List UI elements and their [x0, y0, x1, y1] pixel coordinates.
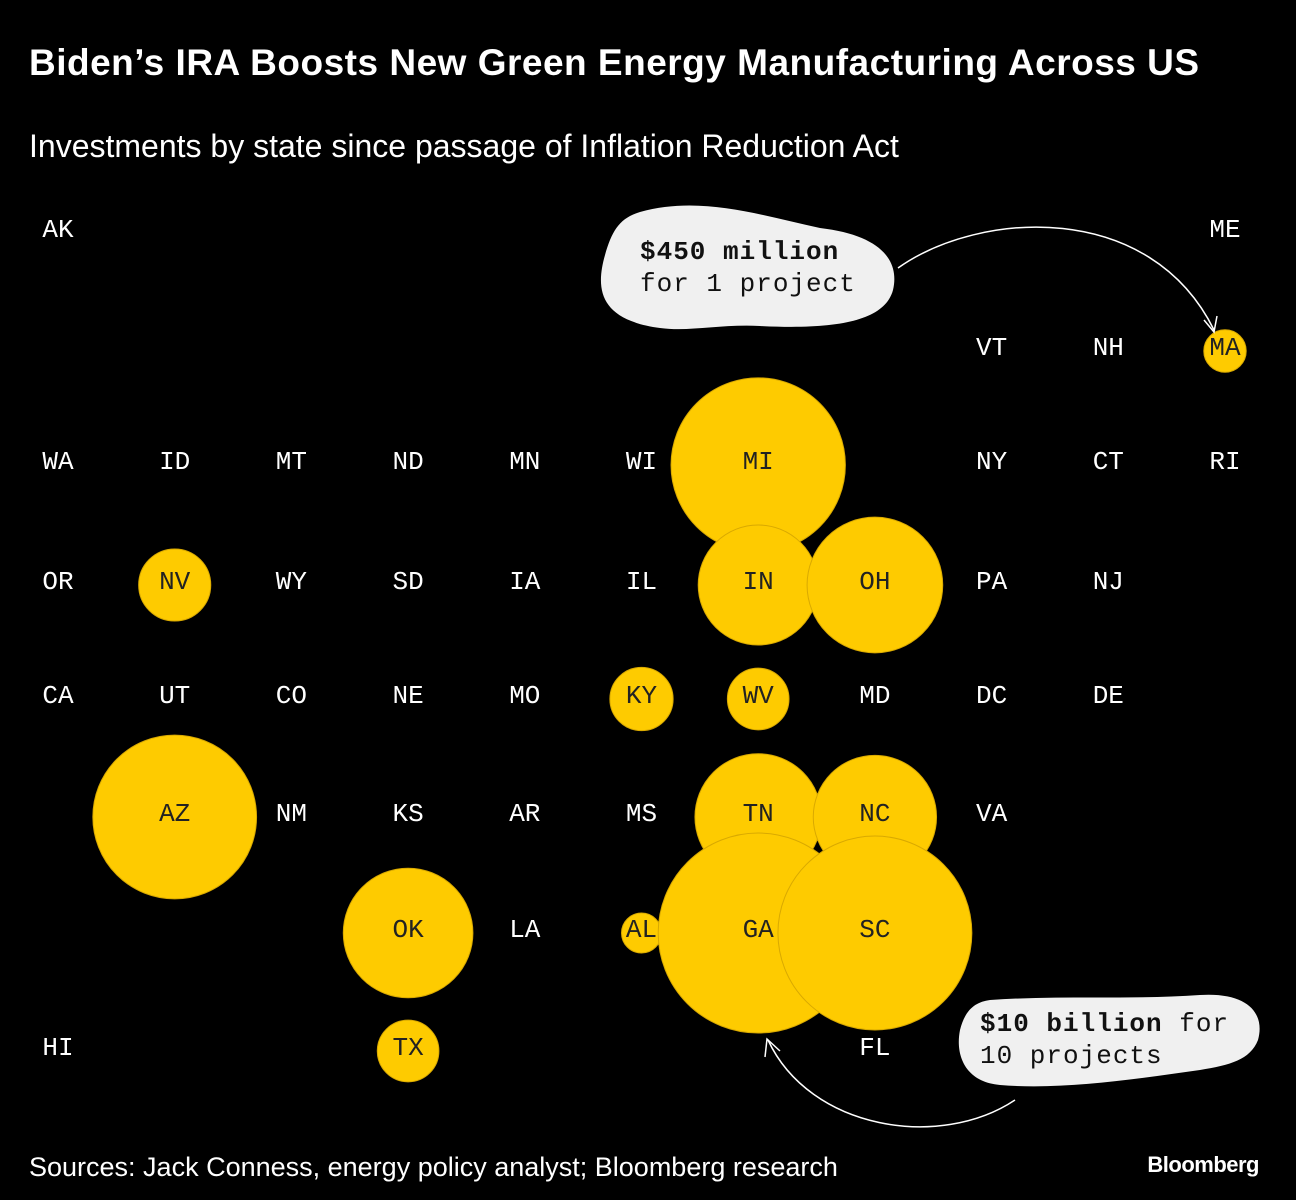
chart-title: Biden’s IRA Boosts New Green Energy Manu…: [29, 42, 1200, 83]
state-label: SC: [859, 915, 890, 945]
state-label: AZ: [159, 799, 190, 829]
state-label: ID: [159, 447, 190, 477]
state-label: AR: [509, 799, 540, 829]
state-label: IL: [626, 567, 657, 597]
callout-arrow: [897, 226, 1215, 331]
state-label: NJ: [1093, 567, 1124, 597]
bubble: [1203, 329, 1247, 373]
state-label: NM: [276, 799, 307, 829]
state-label: OR: [42, 567, 73, 597]
state-label: TN: [743, 799, 774, 829]
state-label: WA: [42, 447, 74, 477]
logo: Bloomberg: [1147, 1152, 1259, 1177]
state-label: WI: [626, 447, 657, 477]
state-label: KY: [626, 681, 658, 711]
state-label: MD: [859, 681, 890, 711]
bubble: [806, 516, 944, 654]
annotation-text: for 10 projects: [980, 1009, 1230, 1071]
state-label: OH: [859, 567, 890, 597]
state-label: MA: [1209, 333, 1241, 363]
chart-subtitle: Investments by state since passage of In…: [29, 128, 899, 164]
state-label: ND: [392, 447, 423, 477]
bubble: [609, 666, 674, 732]
state-label: HI: [42, 1033, 73, 1063]
annotation-bold: $450 million: [640, 237, 840, 267]
callout-arrow: [767, 1039, 1016, 1128]
state-label: MI: [743, 447, 774, 477]
annotation: $450 million for 1 project: [640, 236, 890, 300]
source: Sources: Jack Conness, energy policy ana…: [29, 1152, 838, 1182]
state-label: AL: [626, 915, 657, 945]
state-label: VA: [976, 799, 1008, 829]
state-label: WV: [743, 681, 775, 711]
bubbles: [92, 329, 1247, 1083]
state-label: DC: [976, 681, 1007, 711]
state-label: MT: [276, 447, 307, 477]
state-label: DE: [1093, 681, 1124, 711]
state-label: SD: [392, 567, 423, 597]
annotation: $10 billion for 10 projects: [980, 1008, 1242, 1072]
state-label: AK: [42, 215, 74, 245]
state-label: MS: [626, 799, 657, 829]
state-label: GA: [743, 915, 775, 945]
state-label: FL: [859, 1033, 890, 1063]
state-label: CT: [1093, 447, 1124, 477]
state-label: KS: [392, 799, 423, 829]
state-label: OK: [392, 915, 424, 945]
state-label: IN: [743, 567, 774, 597]
bubble: [777, 835, 973, 1031]
arrow-head: [1203, 315, 1218, 334]
state-label: NC: [859, 799, 890, 829]
bubble: [342, 867, 474, 999]
state-label: WY: [276, 567, 308, 597]
state-label: CA: [42, 681, 74, 711]
annotation-text: for 1 project: [640, 269, 856, 299]
annotation-bold: $10 billion: [980, 1009, 1163, 1039]
state-label: IA: [509, 567, 541, 597]
callout-bubble: [958, 994, 1260, 1087]
state-label: TX: [392, 1033, 424, 1063]
state-label: NE: [392, 681, 423, 711]
state-label: NV: [159, 567, 191, 597]
state-label: LA: [509, 915, 541, 945]
state-label: PA: [976, 567, 1008, 597]
bubble: [726, 667, 790, 731]
state-label: NY: [976, 447, 1008, 477]
state-label: CO: [276, 681, 307, 711]
state-label: NH: [1093, 333, 1124, 363]
state-label: RI: [1209, 447, 1240, 477]
state-label: MO: [509, 681, 540, 711]
bubble: [138, 548, 212, 622]
labels: AK ME VT NH MA WA ID MT ND MN WI MI NY CT RI OR NV WY SD IA…: [42, 215, 1241, 1063]
bubble: [92, 734, 258, 900]
state-label: VT: [976, 333, 1007, 363]
callout-bubble: [600, 205, 895, 330]
arrow-head: [764, 1037, 781, 1058]
state-label: MN: [509, 447, 540, 477]
state-label: UT: [159, 681, 190, 711]
state-label: ME: [1209, 215, 1240, 245]
bubble: [376, 1019, 440, 1083]
